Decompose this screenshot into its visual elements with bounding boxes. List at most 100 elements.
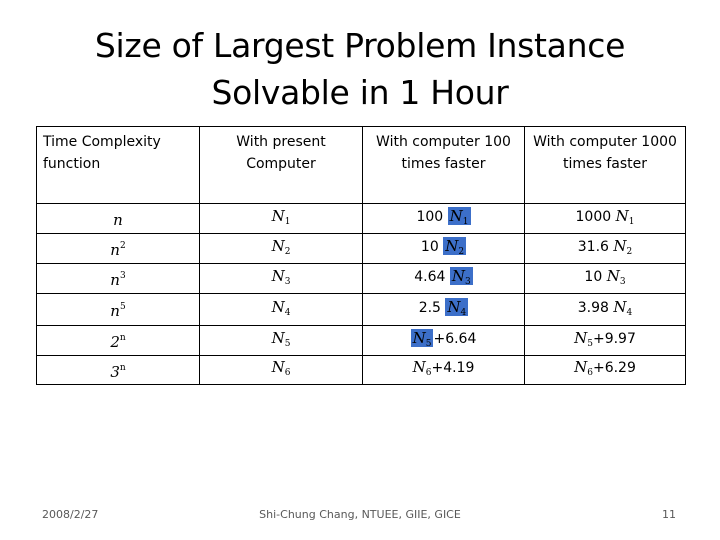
size-subscript: 6	[284, 368, 291, 378]
size-variable: N6	[413, 358, 432, 378]
present-computer-cell: N5	[199, 325, 363, 356]
size-symbol: N	[445, 236, 459, 255]
function-exponent: n	[119, 362, 126, 373]
present-computer-cell: N6	[199, 355, 363, 385]
function-base: 3	[110, 362, 120, 381]
1000x-faster-cell: 3.98 N4	[524, 293, 686, 326]
size-variable: N2	[613, 236, 632, 257]
complexity-function-cell: n2	[36, 233, 200, 264]
size-prefix: 10	[420, 238, 439, 255]
size-subscript: 4	[284, 307, 291, 318]
size-subscript: 3	[284, 276, 291, 287]
size-suffix: +9.97	[592, 330, 636, 347]
footer-author: Shi-Chung Chang, NTUEE, GIIE, GICE	[259, 508, 461, 521]
table-row: 2n N5 N5 +6.64 N5+9.97	[36, 325, 686, 356]
size-symbol: N	[606, 266, 620, 285]
present-size: N1	[271, 206, 291, 227]
header-time-complexity: Time Complexity function	[36, 126, 200, 204]
table-row: n5 N4 2.5 N4 3.98 N4	[36, 293, 686, 326]
present-computer-cell: N4	[199, 293, 363, 326]
present-size: N3	[271, 266, 291, 287]
complexity-function: 3n	[110, 363, 125, 381]
size-subscript: 1	[284, 216, 291, 227]
size-subscript: 3	[619, 276, 626, 287]
size-variable: N5	[574, 328, 593, 349]
table-row: n N1 100 N1 1000 N1	[36, 203, 686, 234]
complexity-function-cell: n3	[36, 263, 200, 294]
1000x-faster-cell: 1000 N1	[524, 203, 686, 234]
size-subscript: 2	[458, 246, 465, 257]
size-prefix: 1000	[575, 208, 612, 225]
complexity-function: 2n	[110, 333, 125, 351]
size-symbol: N	[271, 297, 285, 316]
size-subscript: 6	[425, 368, 432, 378]
1000x-faster-cell: N6+6.29	[524, 355, 686, 385]
100x-faster-cell: 10 N2	[362, 233, 525, 264]
slide-title: Size of Largest Problem Instance Solvabl…	[0, 22, 720, 116]
function-base: 2	[110, 333, 120, 351]
table-row: n2 N2 10 N2 31.6 N2	[36, 233, 686, 264]
table-header-row: Time Complexity function With present Co…	[36, 126, 686, 204]
size-symbol: N	[615, 206, 629, 225]
size-symbol: N	[574, 328, 588, 347]
size-symbol: N	[271, 206, 285, 225]
function-base: n	[113, 211, 123, 229]
complexity-function: n5	[110, 302, 125, 320]
size-prefix: 31.6	[577, 238, 609, 255]
size-prefix: 100	[416, 208, 444, 225]
complexity-function-cell: n5	[36, 293, 200, 326]
function-base: n	[110, 302, 120, 320]
size-variable: N4	[445, 297, 469, 318]
footer-date: 2008/2/27	[42, 508, 99, 521]
size-subscript: 6	[587, 368, 593, 378]
size-prefix: 3.98	[577, 299, 609, 316]
complexity-function: n	[113, 211, 123, 229]
present-computer-cell: N2	[199, 233, 363, 264]
size-suffix: +6.64	[433, 330, 477, 347]
100x-faster-cell: N5 +6.64	[362, 325, 525, 356]
size-variable: N5	[410, 328, 434, 349]
present-size: N6	[272, 358, 291, 378]
size-symbol: N	[271, 266, 285, 285]
function-exponent: 3	[119, 271, 126, 281]
100x-faster-cell: 4.64 N3	[362, 263, 525, 294]
size-variable: N2	[443, 236, 467, 257]
function-exponent: n	[119, 333, 126, 343]
function-base: n	[110, 241, 120, 259]
size-suffix: +6.29	[592, 360, 636, 376]
size-variable: N3	[449, 266, 473, 287]
size-variable: N6	[574, 358, 593, 378]
function-base: n	[110, 271, 120, 289]
size-suffix: +4.19	[431, 360, 475, 376]
header-present-computer: With present Computer	[199, 126, 363, 204]
size-subscript: 4	[460, 307, 467, 318]
complexity-table: Time Complexity function With present Co…	[36, 126, 686, 385]
size-symbol: N	[574, 358, 588, 376]
present-size: N4	[271, 297, 291, 318]
size-prefix: 10	[584, 268, 603, 285]
function-exponent: 2	[119, 241, 126, 251]
size-subscript: 5	[284, 338, 291, 349]
table-row: 3n N6 N6+4.19 N6+6.29	[36, 355, 686, 385]
title-line-1: Size of Largest Problem Instance	[94, 26, 626, 65]
function-exponent: 5	[119, 302, 126, 312]
size-symbol: N	[613, 236, 627, 255]
table-row: n3 N3 4.64 N3 10 N3	[36, 263, 686, 294]
size-variable: N3	[606, 266, 626, 287]
size-prefix: 2.5	[418, 299, 441, 316]
title-line-2: Solvable in 1 Hour	[211, 73, 509, 112]
complexity-function-cell: 3n	[36, 355, 200, 385]
size-subscript: 2	[284, 246, 291, 257]
present-computer-cell: N1	[199, 203, 363, 234]
100x-faster-cell: 100 N1	[362, 203, 525, 234]
complexity-function: n2	[110, 241, 125, 259]
size-subscript: 3	[465, 276, 471, 287]
1000x-faster-cell: 10 N3	[524, 263, 686, 294]
size-symbol: N	[449, 206, 463, 225]
100x-faster-cell: 2.5 N4	[362, 293, 525, 326]
size-symbol: N	[447, 297, 461, 316]
1000x-faster-cell: N5+9.97	[524, 325, 686, 356]
100x-faster-cell: N6+4.19	[362, 355, 525, 385]
size-subscript: 4	[626, 307, 633, 318]
1000x-faster-cell: 31.6 N2	[524, 233, 686, 264]
